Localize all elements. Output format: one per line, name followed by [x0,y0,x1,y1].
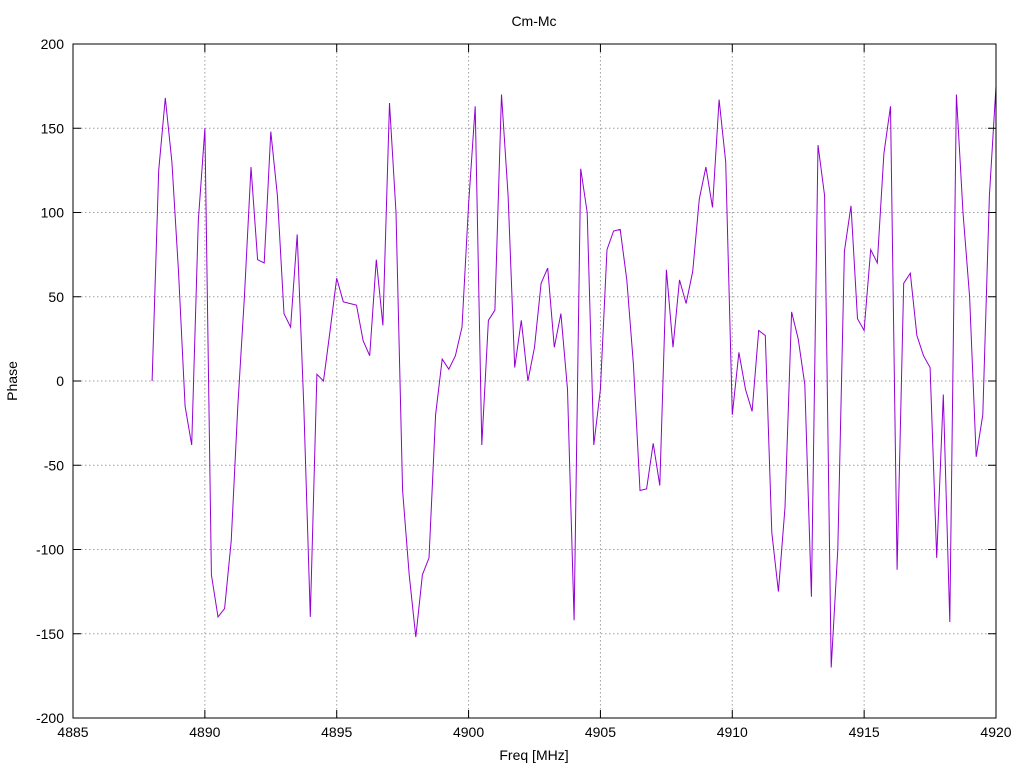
y-tick-label: -150 [36,626,64,642]
x-tick-label: 4910 [717,724,748,740]
y-tick-label: -50 [44,457,64,473]
series-line [151,86,997,668]
y-tick-label: 100 [41,205,65,221]
y-tick-label: -200 [36,710,64,726]
grid-lines [73,44,996,718]
x-tick-label: 4885 [57,724,88,740]
y-tick-label: 0 [56,373,64,389]
chart-title: Cm-Mc [511,13,556,29]
axis-ticks: 4885 4890 4895 4900 4905 4910 4915 4920 -200 -150… [36,36,1012,740]
x-tick-label: 4915 [849,724,880,740]
y-axis-label: Phase [4,361,20,401]
x-axis-label: Freq [MHz] [499,747,568,763]
x-tick-label: 4900 [453,724,484,740]
x-tick-label: 4905 [585,724,616,740]
plot-area [151,86,997,668]
y-tick-label: 50 [48,289,64,305]
x-tick-label: 4895 [321,724,352,740]
y-tick-label: 150 [41,120,65,136]
y-tick-label: -100 [36,542,64,558]
y-tick-label: 200 [41,36,65,52]
x-tick-label: 4920 [980,724,1011,740]
x-tick-label: 4890 [189,724,220,740]
